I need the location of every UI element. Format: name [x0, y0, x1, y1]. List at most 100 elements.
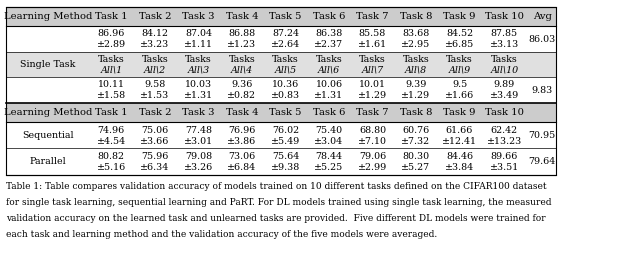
Text: ±13.23: ±13.23: [486, 137, 522, 146]
Text: Tasks: Tasks: [272, 55, 299, 63]
Text: 87.04: 87.04: [185, 29, 212, 38]
Text: 70.95: 70.95: [529, 131, 556, 140]
Text: ±3.23: ±3.23: [140, 40, 170, 49]
Text: ±3.49: ±3.49: [490, 91, 519, 101]
Text: All\6: All\6: [318, 65, 340, 74]
Text: Task 7: Task 7: [356, 108, 388, 117]
Text: 83.68: 83.68: [403, 29, 429, 38]
Text: Task 1: Task 1: [95, 108, 127, 117]
Text: ±3.01: ±3.01: [184, 137, 213, 146]
Text: 75.96: 75.96: [141, 152, 168, 161]
Text: ±2.95: ±2.95: [401, 40, 431, 49]
Text: validation accuracy on the learned task and unlearned tasks are provided.  Five : validation accuracy on the learned task …: [6, 214, 546, 223]
Text: All\1: All\1: [100, 65, 122, 74]
Text: ±3.51: ±3.51: [490, 163, 519, 172]
Text: Single Task: Single Task: [20, 60, 76, 69]
Text: 79.06: 79.06: [359, 152, 386, 161]
Text: All\8: All\8: [405, 65, 427, 74]
Text: 84.46: 84.46: [446, 152, 473, 161]
Text: Tasks: Tasks: [98, 55, 125, 63]
Text: ±1.31: ±1.31: [314, 91, 344, 101]
Text: ±7.32: ±7.32: [401, 137, 431, 146]
Text: ±9.38: ±9.38: [271, 163, 300, 172]
Text: Task 5: Task 5: [269, 108, 301, 117]
Text: ±5.16: ±5.16: [97, 163, 126, 172]
Text: Tasks: Tasks: [491, 55, 518, 63]
Text: ±5.49: ±5.49: [271, 137, 300, 146]
Text: ±1.23: ±1.23: [227, 40, 257, 49]
Bar: [6, 7, 556, 175]
Text: 9.83: 9.83: [531, 86, 553, 95]
Text: Task 5: Task 5: [269, 12, 301, 21]
Text: 75.64: 75.64: [272, 152, 299, 161]
Text: ±0.83: ±0.83: [271, 91, 300, 101]
Text: 78.44: 78.44: [316, 152, 342, 161]
Text: ±0.82: ±0.82: [227, 91, 257, 101]
Text: ±3.86: ±3.86: [227, 137, 257, 146]
Text: ±1.11: ±1.11: [184, 40, 213, 49]
Text: Task 2: Task 2: [139, 108, 171, 117]
Text: ±5.25: ±5.25: [314, 163, 344, 172]
Text: Task 4: Task 4: [226, 12, 258, 21]
Text: All\4: All\4: [231, 65, 253, 74]
Text: 86.38: 86.38: [316, 29, 342, 38]
Text: Task 4: Task 4: [226, 108, 258, 117]
Text: All\2: All\2: [144, 65, 166, 74]
Text: Tasks: Tasks: [359, 55, 386, 63]
Text: ±1.61: ±1.61: [358, 40, 387, 49]
Text: 76.02: 76.02: [272, 125, 299, 135]
Text: 80.82: 80.82: [98, 152, 125, 161]
Text: ±4.54: ±4.54: [97, 137, 126, 146]
Text: Task 8: Task 8: [400, 12, 432, 21]
Text: ±3.26: ±3.26: [184, 163, 213, 172]
Text: 85.58: 85.58: [359, 29, 386, 38]
Text: ±7.10: ±7.10: [358, 137, 387, 146]
Text: 10.11: 10.11: [98, 80, 125, 89]
Text: 9.5: 9.5: [452, 80, 467, 89]
Text: ±3.84: ±3.84: [445, 163, 474, 172]
Text: Task 2: Task 2: [139, 12, 171, 21]
Text: each task and learning method and the validation accuracy of the five models wer: each task and learning method and the va…: [6, 230, 438, 239]
Text: 84.52: 84.52: [446, 29, 473, 38]
Text: 73.06: 73.06: [228, 152, 255, 161]
Text: All\3: All\3: [188, 65, 209, 74]
Text: 76.96: 76.96: [228, 125, 255, 135]
Text: 80.30: 80.30: [403, 152, 429, 161]
Text: ±1.58: ±1.58: [97, 91, 126, 101]
Text: ±12.41: ±12.41: [442, 137, 477, 146]
Text: Task 6: Task 6: [313, 12, 345, 21]
Text: Avg: Avg: [532, 12, 552, 21]
Text: 61.66: 61.66: [446, 125, 473, 135]
Text: Task 10: Task 10: [485, 108, 524, 117]
Bar: [6, 52, 556, 77]
Text: Task 3: Task 3: [182, 12, 214, 21]
Text: 10.03: 10.03: [185, 80, 212, 89]
Text: ±5.27: ±5.27: [401, 163, 431, 172]
Text: ±1.29: ±1.29: [401, 91, 431, 101]
Text: 9.89: 9.89: [493, 80, 515, 89]
Text: Tasks: Tasks: [141, 55, 168, 63]
Text: 77.48: 77.48: [185, 125, 212, 135]
Text: ±2.99: ±2.99: [358, 163, 387, 172]
Text: Tasks: Tasks: [316, 55, 342, 63]
Text: 89.66: 89.66: [491, 152, 518, 161]
Text: for single task learning, sequential learning and PaRT. For DL models trained us: for single task learning, sequential lea…: [6, 198, 552, 207]
Text: Learning Method: Learning Method: [4, 12, 92, 21]
Text: 79.64: 79.64: [529, 157, 556, 166]
Text: ±1.29: ±1.29: [358, 91, 387, 101]
Text: Task 3: Task 3: [182, 108, 214, 117]
Bar: [6, 103, 556, 122]
Text: All\5: All\5: [275, 65, 296, 74]
Text: 9.58: 9.58: [144, 80, 166, 89]
Text: 86.96: 86.96: [98, 29, 125, 38]
Text: ±6.34: ±6.34: [140, 163, 170, 172]
Text: Task 9: Task 9: [444, 12, 476, 21]
Text: All\9: All\9: [449, 65, 470, 74]
Text: Tasks: Tasks: [185, 55, 212, 63]
Text: Parallel: Parallel: [29, 157, 67, 166]
Text: 87.85: 87.85: [491, 29, 518, 38]
Text: ±2.37: ±2.37: [314, 40, 344, 49]
Text: 60.76: 60.76: [403, 125, 429, 135]
Text: 79.08: 79.08: [185, 152, 212, 161]
Text: 10.06: 10.06: [316, 80, 342, 89]
